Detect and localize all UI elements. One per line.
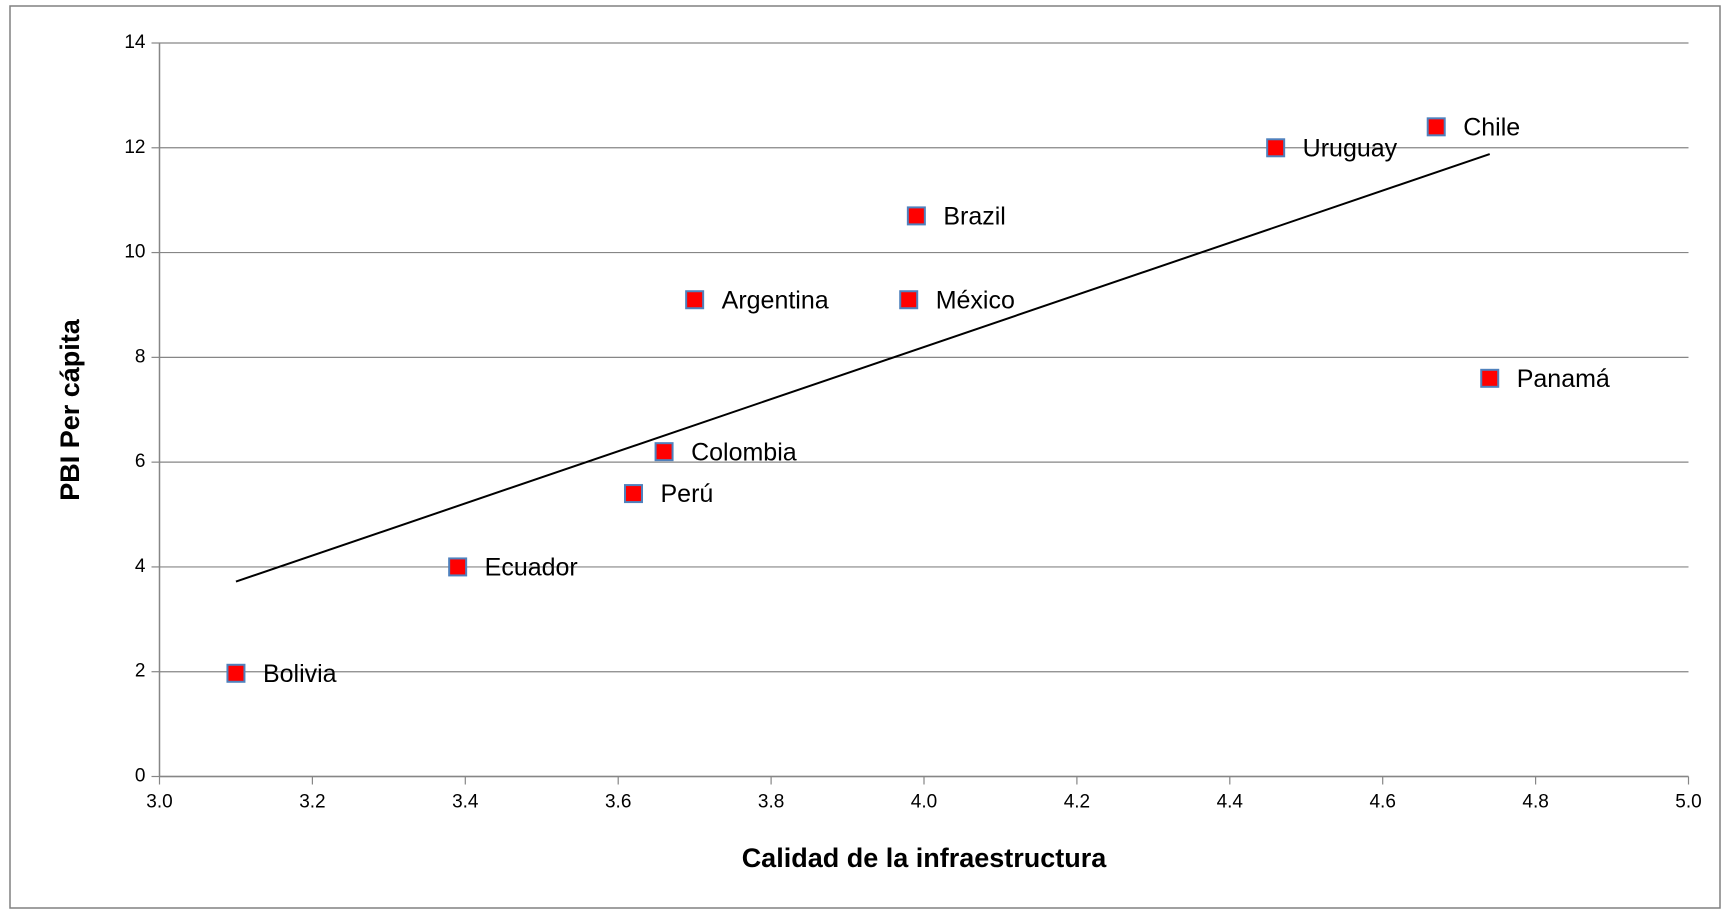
point-label: Panamá [1517, 365, 1610, 393]
point-label: Perú [660, 480, 713, 508]
x-tick-label: 4.6 [1369, 792, 1395, 813]
point [899, 290, 919, 310]
x-tick-label: 3.4 [452, 792, 479, 813]
x-axis-title: Calidad de la infraestructura [742, 843, 1108, 873]
x-tick-label: 4.2 [1064, 792, 1090, 813]
point-label: Ecuador [485, 554, 578, 582]
y-tick-label: 2 [135, 661, 146, 682]
y-tick-label: 4 [135, 556, 146, 577]
y-tick-label: 12 [124, 137, 145, 158]
x-tick-label: 5.0 [1675, 792, 1701, 813]
point [906, 206, 926, 226]
point [623, 484, 643, 504]
point-label: Bolivia [263, 660, 337, 688]
x-tick-label: 3.0 [146, 792, 172, 813]
point [1266, 138, 1286, 158]
point [654, 442, 674, 462]
y-tick-label: 10 [124, 242, 145, 263]
point-label: México [936, 286, 1015, 314]
trendline [235, 153, 1491, 583]
point [226, 663, 246, 683]
x-tick-label: 3.6 [605, 792, 631, 813]
y-tick-label: 8 [135, 346, 146, 367]
point [1426, 117, 1446, 137]
x-tick-label: 3.8 [758, 792, 784, 813]
x-tick-label: 3.2 [299, 792, 325, 813]
point-label: Chile [1463, 113, 1520, 141]
y-tick-label: 6 [135, 451, 146, 472]
point-label: Argentina [722, 286, 829, 314]
y-tick-label: 0 [135, 766, 146, 787]
point [1480, 368, 1500, 388]
point-label: Brazil [943, 203, 1006, 231]
x-tick-label: 4.0 [911, 792, 937, 813]
y-axis-title: PBI Per cápita [55, 318, 85, 501]
x-tick-label: 4.4 [1217, 792, 1244, 813]
point [685, 290, 705, 310]
x-tick-label: 4.8 [1522, 792, 1548, 813]
y-tick-label: 14 [124, 32, 146, 53]
point-label: Uruguay [1303, 134, 1398, 162]
point-label: Colombia [691, 438, 797, 466]
chart-frame [9, 5, 1721, 909]
point [448, 557, 468, 577]
